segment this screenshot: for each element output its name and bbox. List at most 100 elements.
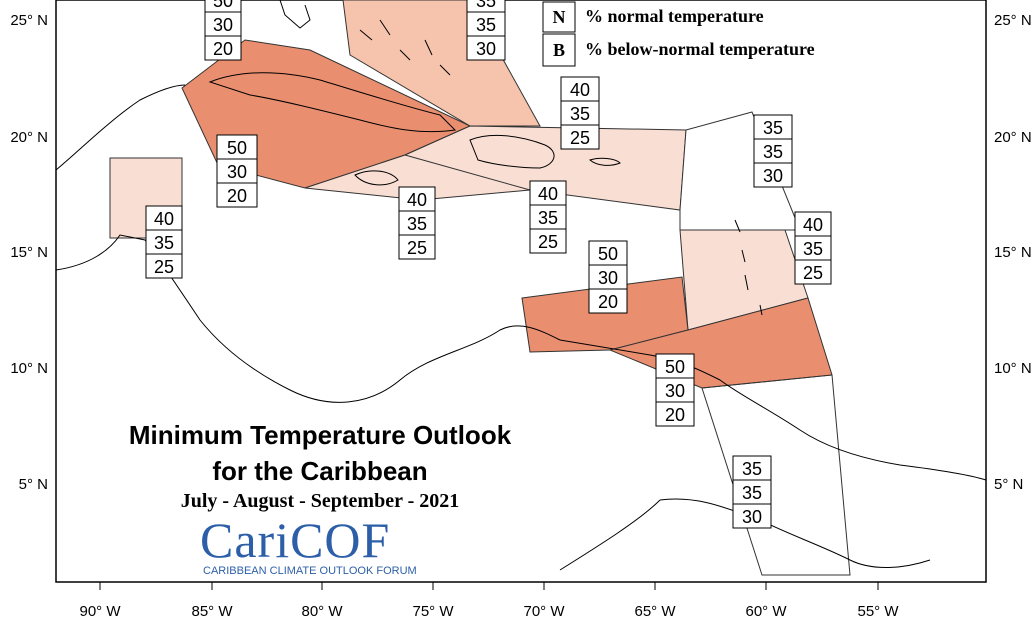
prob-value: 25 [154, 257, 174, 277]
prob-value: 40 [538, 184, 558, 204]
prob-value: 50 [665, 357, 685, 377]
coastlines [55, 0, 987, 571]
prob-value: 35 [742, 483, 762, 503]
prob-box-bahamas-east: 35 35 30 [466, 0, 506, 61]
prob-cell [398, 234, 436, 260]
prob-cell [145, 253, 183, 279]
prob-value: 35 [407, 214, 427, 234]
lat-label: 25° N [10, 12, 48, 29]
legend-key: B [553, 40, 565, 60]
lon-label: 90° W [79, 603, 121, 620]
prob-cell [466, 11, 506, 37]
prob-cell [529, 228, 567, 254]
logo-name: CariCOF [200, 512, 391, 568]
prob-value: 35 [538, 208, 558, 228]
prob-cell [753, 162, 793, 188]
prob-cell [794, 235, 832, 261]
lon-label: 65° W [634, 603, 676, 620]
prob-cell [216, 158, 258, 184]
legend-key-box [542, 1, 576, 33]
lon-label: 55° W [857, 603, 899, 620]
prob-value: 30 [665, 381, 685, 401]
prob-cell [398, 186, 436, 212]
prob-value: 35 [154, 233, 174, 253]
prob-cell [529, 204, 567, 230]
prob-value: 25 [570, 128, 590, 148]
prob-value: 20 [213, 39, 233, 59]
prob-box-trinidad-tobago: 50 30 20 [655, 353, 695, 427]
prob-value: 50 [598, 244, 618, 264]
prob-box-abc-islands: 50 30 20 [588, 240, 628, 314]
prob-value: 35 [763, 118, 783, 138]
map-title-line2: for the Caribbean [212, 456, 428, 486]
lon-label: 70° W [523, 603, 565, 620]
lon-label: 75° W [412, 603, 454, 620]
prob-cell [529, 180, 567, 206]
lat-label: 15° N [994, 244, 1032, 261]
prob-value: 35 [476, 15, 496, 35]
lat-label: 10° N [10, 360, 48, 377]
prob-cell [753, 138, 793, 164]
prob-cell [204, 35, 242, 61]
longitude-axis: 90° W 85° W 80° W 75° W 70° W 65° W 60° … [79, 603, 899, 620]
prob-value: 30 [213, 15, 233, 35]
prob-cell [204, 11, 242, 37]
prob-value: 30 [476, 39, 496, 59]
lat-label: 20° N [994, 129, 1032, 146]
legend-key-box [542, 33, 576, 67]
lon-label: 80° W [301, 603, 343, 620]
prob-value: 50 [227, 138, 247, 158]
prob-value: 20 [227, 186, 247, 206]
prob-value: 35 [763, 142, 783, 162]
prob-value: 35 [742, 459, 762, 479]
prob-cell [398, 210, 436, 236]
prob-value: 25 [803, 263, 823, 283]
lon-ticks [99, 582, 879, 590]
prob-cell [466, 35, 506, 61]
legend-text: % below-normal temperature [585, 39, 815, 59]
prob-cell [560, 124, 600, 150]
region-bahamas-east [342, 0, 541, 127]
prob-cell [732, 479, 772, 505]
lat-label: 15° N [10, 244, 48, 261]
prob-cell [655, 401, 695, 427]
prob-box-puerto-rico: 40 35 25 [560, 76, 600, 150]
map-inner-frame [55, 0, 987, 583]
latitude-axis-right: 25° N 20° N 15° N 10° N 5° N [994, 12, 1032, 493]
prob-cell [732, 455, 772, 481]
prob-value: 40 [570, 80, 590, 100]
prob-cell [560, 76, 600, 102]
prob-value: 40 [407, 190, 427, 210]
prob-cell [588, 240, 628, 266]
prob-cell [588, 264, 628, 290]
prob-box-windwards: 40 35 25 [794, 211, 832, 285]
prob-cell [794, 259, 832, 285]
prob-cell [753, 114, 793, 140]
lat-label: 20° N [10, 129, 48, 146]
prob-box-bahamas-north: 50 30 20 [204, 0, 242, 61]
prob-cell [588, 288, 628, 314]
prob-box-guianas: 35 35 30 [732, 455, 772, 529]
logo-tagline: CARIBBEAN CLIMATE OUTLOOK FORUM [203, 565, 417, 577]
prob-box-hispaniola: 40 35 25 [529, 180, 567, 254]
prob-cell [145, 205, 183, 231]
legend-text: % normal temperature [585, 6, 764, 26]
prob-value: 30 [763, 166, 783, 186]
lat-label: 25° N [994, 12, 1032, 29]
prob-value: 25 [407, 238, 427, 258]
lat-label: 5° N [994, 476, 1023, 493]
prob-value: 35 [570, 104, 590, 124]
season-label: July - August - September - 2021 [180, 490, 460, 512]
latitude-axis-left: 25° N 20° N 15° N 10° N 5° N [10, 12, 48, 493]
prob-box-northern-leewards: 35 35 30 [753, 114, 793, 188]
probability-boxes: 50 30 20 35 35 30 50 30 20 40 35 25 40 35 25 40 35 25 35 35… [145, 0, 832, 529]
prob-cell [794, 211, 832, 237]
prob-value: 30 [598, 268, 618, 288]
caricof-logo: CariCOF CARIBBEAN CLIMATE OUTLOOK FORUM [200, 515, 440, 585]
prob-value: 35 [476, 0, 496, 11]
lon-label: 85° W [191, 603, 233, 620]
lat-label: 5° N [19, 476, 48, 493]
prob-value: 35 [803, 239, 823, 259]
prob-value: 20 [665, 405, 685, 425]
prob-box-cuba: 50 30 20 [216, 134, 258, 208]
